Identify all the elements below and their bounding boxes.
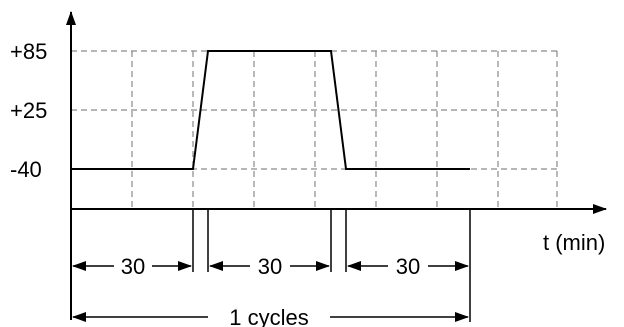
segment-2-duration: 30 <box>258 254 282 279</box>
grid <box>71 50 558 209</box>
segment-2-dimension: 30 <box>209 254 330 279</box>
y-label-high: +85 <box>10 39 47 64</box>
cycle-dimension: 1 cycles <box>72 305 469 327</box>
segment-3-duration: 30 <box>396 254 420 279</box>
x-axis-label: t (min) <box>543 230 605 255</box>
y-label-low: -40 <box>10 157 42 182</box>
segment-3-dimension: 30 <box>347 254 469 279</box>
segment-boundaries <box>192 209 471 322</box>
segment-1-duration: 30 <box>121 254 145 279</box>
segment-1-dimension: 30 <box>72 254 192 279</box>
cycle-label: 1 cycles <box>229 305 308 327</box>
temperature-profile <box>71 50 470 170</box>
y-label-mid: +25 <box>10 98 47 123</box>
